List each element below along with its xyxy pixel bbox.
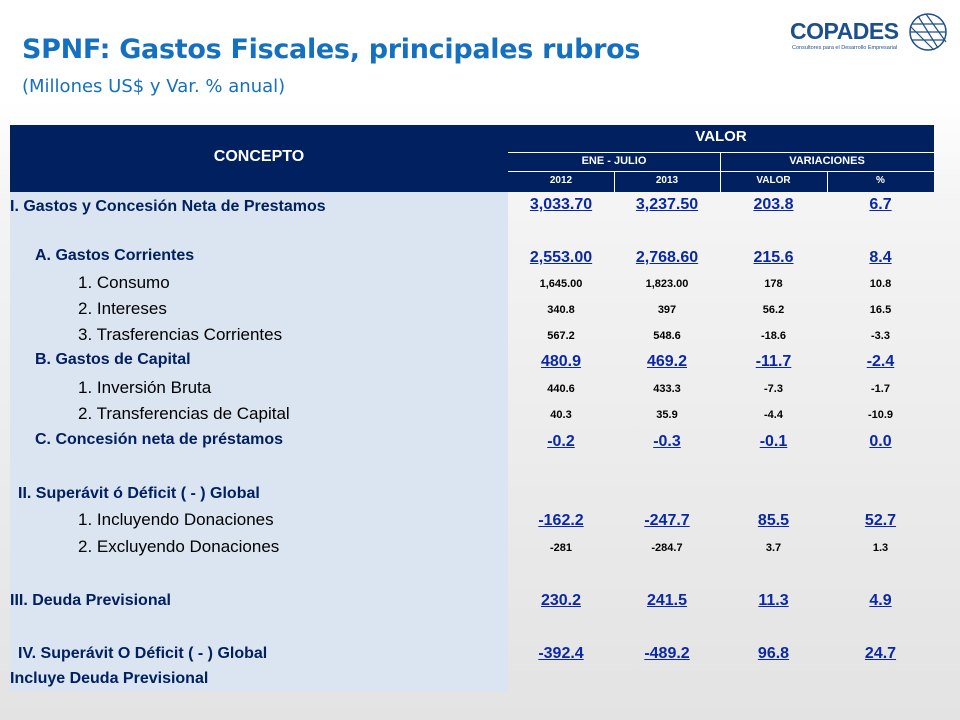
header-divider bbox=[508, 171, 934, 172]
header-divider bbox=[827, 172, 828, 192]
row-label: IV. Superávit O Déficit ( - ) Global bbox=[18, 645, 268, 662]
table-cell: 567.2 bbox=[547, 330, 575, 342]
table-cell[interactable]: 203.8 bbox=[753, 196, 794, 213]
table-cell[interactable]: 4.9 bbox=[869, 592, 892, 609]
table-cell[interactable]: 11.3 bbox=[758, 592, 789, 609]
table-cell: 340.8 bbox=[547, 304, 575, 316]
table-cell[interactable]: 230.2 bbox=[540, 592, 582, 609]
table-cell: 3.7 bbox=[765, 542, 782, 554]
header-divider bbox=[508, 152, 934, 153]
value-header-panel bbox=[508, 125, 934, 192]
table-cell[interactable]: -0.2 bbox=[547, 433, 575, 450]
row-label: III. Deuda Previsional bbox=[10, 592, 171, 609]
row-label: 1. Consumo bbox=[78, 273, 170, 292]
table-cell: 440.6 bbox=[547, 383, 575, 395]
table-cell[interactable]: -162.2 bbox=[538, 512, 584, 529]
logo-name: COPADES bbox=[790, 18, 899, 44]
table-cell[interactable]: 2,553.00 bbox=[529, 249, 593, 266]
table-cell: -10.9 bbox=[867, 409, 894, 421]
table-cell[interactable]: 85.5 bbox=[757, 512, 790, 529]
variation-header: VARIACIONES bbox=[789, 155, 865, 167]
table-cell[interactable]: 469.2 bbox=[646, 353, 688, 370]
table-cell[interactable]: 0.0 bbox=[869, 433, 892, 450]
table-cell: -4.4 bbox=[764, 409, 783, 421]
period-header: ENE - JULIO bbox=[581, 155, 647, 167]
col-header-pct: % bbox=[876, 175, 885, 186]
table-cell: -18.6 bbox=[760, 330, 787, 342]
row-label: C. Concesión neta de préstamos bbox=[35, 431, 284, 448]
table-cell[interactable]: 480.9 bbox=[540, 353, 582, 370]
table-cell[interactable]: 3,237.50 bbox=[635, 196, 699, 213]
row-label: 2. Transferencias de Capital bbox=[78, 404, 290, 423]
table-cell: 56.2 bbox=[762, 304, 785, 316]
table-cell[interactable]: -0.1 bbox=[759, 433, 788, 450]
table-cell[interactable]: 8.4 bbox=[869, 249, 892, 266]
page-title: SPNF: Gastos Fiscales, principales rubro… bbox=[22, 34, 641, 65]
table-cell[interactable]: 96.8 bbox=[757, 645, 790, 662]
table-cell: 548.6 bbox=[653, 330, 681, 342]
table-cell[interactable]: -247.7 bbox=[644, 512, 690, 529]
table-cell: -284.7 bbox=[651, 542, 683, 554]
table-cell[interactable]: -2.4 bbox=[866, 353, 895, 370]
concept-header: CONCEPTO bbox=[213, 148, 305, 165]
header-divider bbox=[614, 172, 615, 192]
table-cell: -3.3 bbox=[871, 330, 890, 342]
col-header-valor: VALOR bbox=[756, 175, 791, 186]
row-label: 2. Excluyendo Donaciones bbox=[78, 537, 280, 556]
col-header-2013: 2013 bbox=[655, 175, 679, 186]
row-label: 3. Trasferencias Corrientes bbox=[78, 325, 283, 344]
header-divider bbox=[720, 153, 721, 192]
logo-tagline: Consultores para el Desarrollo Empresari… bbox=[792, 45, 898, 51]
row-label: I. Gastos y Concesión Neta de Prestamos bbox=[10, 198, 326, 215]
row-label: 1. Inversión Bruta bbox=[78, 378, 212, 397]
table-cell: 1.3 bbox=[872, 542, 889, 554]
table-cell: 1,823.00 bbox=[645, 278, 689, 290]
table-cell[interactable]: -489.2 bbox=[644, 645, 690, 662]
table-cell: -281 bbox=[549, 542, 573, 554]
table-cell: -1.7 bbox=[871, 383, 890, 395]
table-cell: 40.3 bbox=[550, 409, 572, 421]
table-cell: 35.9 bbox=[656, 409, 678, 421]
table-cell: 10.8 bbox=[869, 278, 892, 290]
table-cell: 397 bbox=[657, 304, 677, 316]
col-header-2012: 2012 bbox=[549, 175, 573, 186]
table-cell[interactable]: -392.4 bbox=[538, 645, 584, 662]
globe-icon bbox=[909, 13, 947, 51]
table-cell[interactable]: 24.7 bbox=[864, 645, 897, 662]
table-cell: 433.3 bbox=[653, 383, 681, 395]
concept-column-body bbox=[10, 192, 508, 692]
row-label: Incluye Deuda Previsional bbox=[10, 670, 209, 687]
table-cell[interactable]: -11.7 bbox=[755, 353, 792, 370]
table-cell: 1,645.00 bbox=[539, 278, 583, 290]
table-cell[interactable]: 3,033.70 bbox=[529, 196, 593, 213]
row-label: A. Gastos Corrientes bbox=[35, 247, 195, 264]
copades-logo: COPADES Consultores para el Desarrollo E… bbox=[790, 12, 950, 60]
table-cell: 16.5 bbox=[869, 304, 892, 316]
value-header: VALOR bbox=[695, 128, 747, 145]
table-cell: -7.3 bbox=[764, 383, 783, 395]
table-cell[interactable]: 2,768.60 bbox=[635, 249, 699, 266]
row-label: II. Superávit ó Déficit ( - ) Global bbox=[18, 485, 260, 502]
row-label: 2. Intereses bbox=[78, 299, 167, 318]
row-label: B. Gastos de Capital bbox=[35, 351, 191, 368]
table-cell: 178 bbox=[764, 278, 783, 290]
table-cell[interactable]: 215.6 bbox=[753, 249, 794, 266]
table-cell[interactable]: 52.7 bbox=[864, 512, 897, 529]
concept-header-panel bbox=[10, 125, 508, 192]
table-cell[interactable]: -0.3 bbox=[653, 433, 681, 450]
table-cell[interactable]: 6.7 bbox=[869, 196, 892, 213]
table-cell[interactable]: 241.5 bbox=[646, 592, 688, 609]
row-label: 1. Incluyendo Donaciones bbox=[78, 510, 274, 529]
page-subtitle: (Millones US$ y Var. % anual) bbox=[22, 76, 286, 97]
